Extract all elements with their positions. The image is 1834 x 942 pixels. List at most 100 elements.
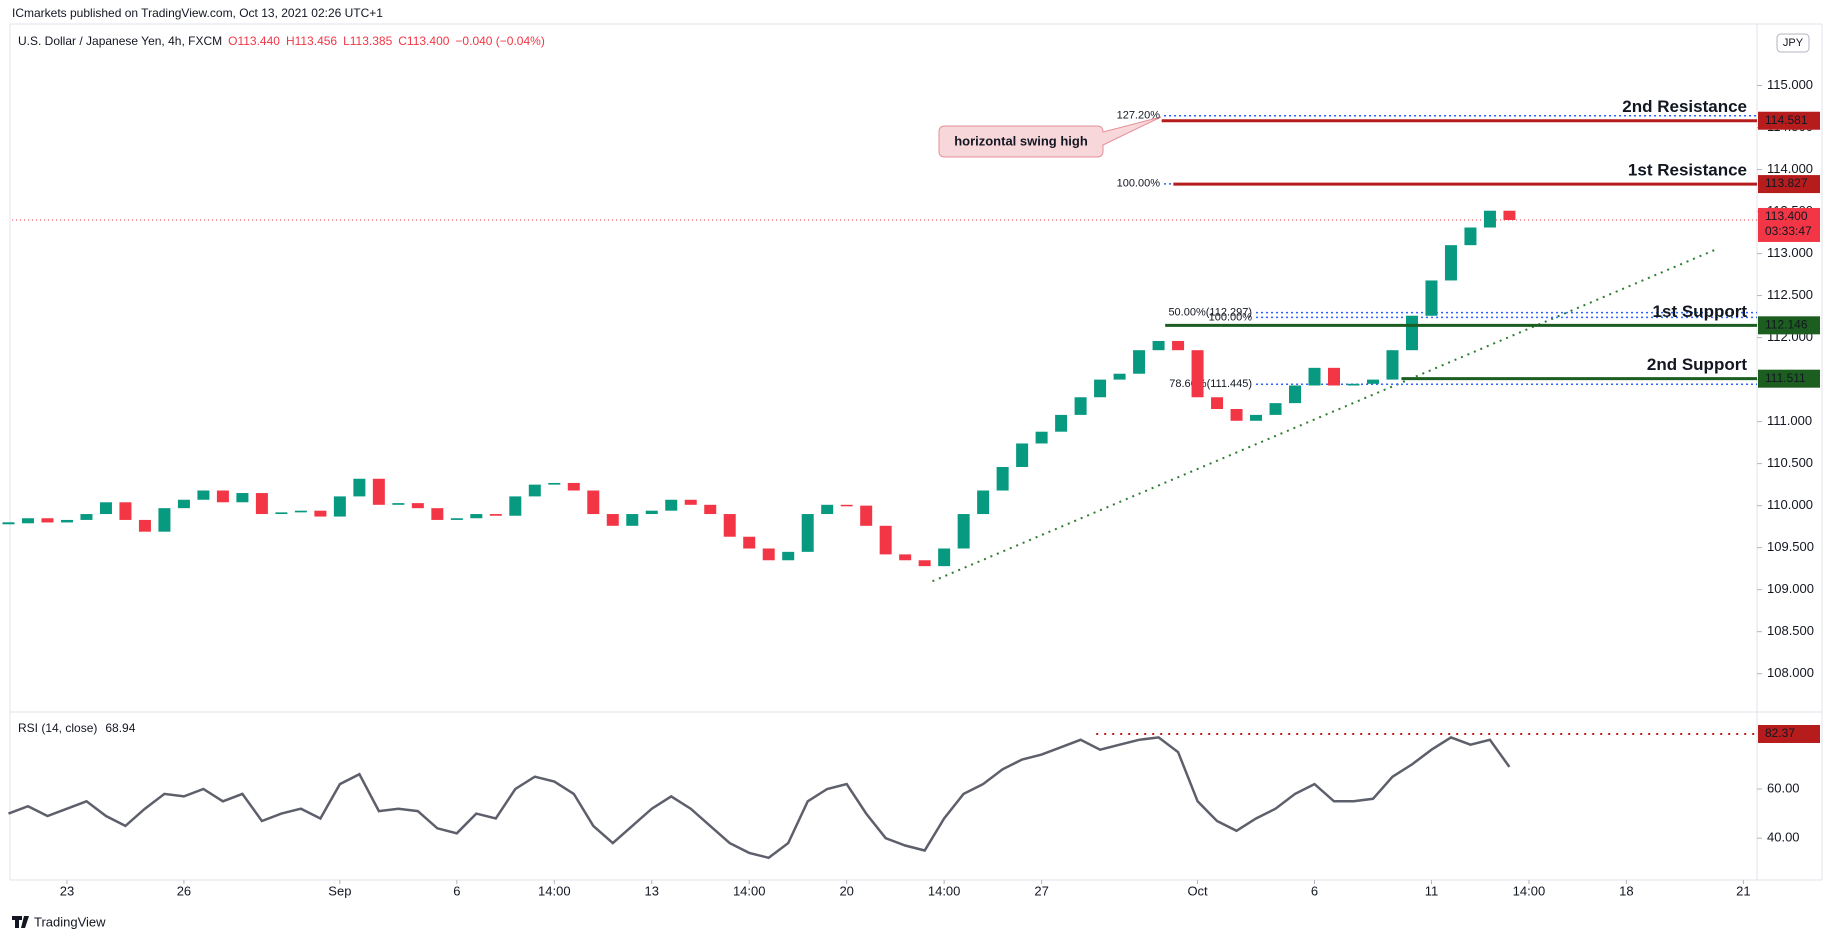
legend-ohlc: C113.400	[398, 34, 449, 48]
callout-text: horizontal swing high	[954, 133, 1088, 148]
candle	[782, 551, 795, 561]
y-tick-label: 110.000	[1767, 497, 1813, 512]
rsi-level-badge	[1758, 724, 1820, 743]
legend-ohlc: −0.040 (−0.04%)	[455, 34, 544, 48]
candle	[1269, 403, 1282, 415]
candle	[626, 514, 639, 526]
candle	[1503, 210, 1516, 220]
x-tick-label: 13	[645, 883, 659, 898]
candle	[801, 514, 814, 552]
candle	[957, 514, 970, 549]
level-name: 1st Support	[1653, 302, 1748, 321]
candle	[918, 560, 931, 567]
level-badge	[1758, 369, 1820, 388]
x-tick-label: 11	[1425, 883, 1439, 898]
candle	[99, 502, 112, 515]
x-tick-label: 14:00	[538, 883, 571, 898]
x-tick-label: 21	[1736, 883, 1750, 898]
candle	[743, 536, 756, 549]
candle	[1464, 227, 1477, 246]
candle	[1094, 379, 1107, 398]
countdown: 03:33:47	[1765, 224, 1812, 238]
x-tick-label: 14:00	[733, 883, 766, 898]
candle	[762, 548, 775, 561]
candle	[899, 554, 912, 561]
candle	[21, 518, 34, 524]
level-name: 2nd Resistance	[1622, 97, 1747, 116]
level-value: 112.146	[1765, 317, 1808, 331]
legend-ohlc: L113.385	[343, 34, 392, 48]
fib-label: 100.00%	[1209, 311, 1253, 323]
candle	[1386, 350, 1399, 380]
rsi-level-value: 82.37	[1765, 726, 1795, 740]
level-value: 111.511	[1765, 371, 1806, 385]
x-tick-label: 18	[1619, 883, 1633, 898]
candle	[294, 510, 307, 513]
candle	[138, 519, 151, 532]
x-tick-label: Sep	[328, 883, 351, 898]
candle	[411, 503, 424, 509]
publisher: ICmarkets published on TradingView.com, …	[12, 6, 383, 20]
candle	[314, 510, 327, 517]
x-tick-label: 20	[839, 883, 853, 898]
candle	[1289, 385, 1302, 404]
candle	[450, 518, 463, 520]
y-tick-label: 108.000	[1767, 665, 1814, 680]
x-tick-label: 14:00	[1513, 883, 1546, 898]
rsi-line	[8, 736, 1511, 860]
candle	[1133, 350, 1146, 374]
candle	[1250, 414, 1263, 421]
candle	[1347, 383, 1360, 386]
legend-ohlc: O113.440	[228, 34, 280, 48]
last-price-label: 113.400	[1765, 209, 1808, 223]
x-tick-label: 26	[177, 883, 191, 898]
candle	[821, 504, 834, 515]
level-name: 1st Resistance	[1628, 161, 1747, 180]
candle	[392, 503, 405, 505]
currency-badge	[1776, 33, 1810, 53]
y-tick-label: 115.000	[1767, 77, 1813, 92]
candle	[216, 490, 229, 503]
candle	[860, 505, 873, 526]
candle	[333, 496, 346, 517]
legend-title: U.S. Dollar / Japanese Yen, 4h, FXCM	[18, 34, 222, 48]
candle	[1113, 373, 1126, 380]
x-tick-label: 27	[1034, 883, 1048, 898]
candle	[548, 482, 561, 485]
rsi-name: RSI (14, close)	[18, 721, 97, 735]
x-tick-label: 6	[453, 883, 460, 898]
legend-ohlc: H113.456	[286, 34, 337, 48]
level-badge	[1758, 316, 1820, 335]
candle	[1444, 245, 1457, 281]
callout: horizontal swing high	[938, 116, 1162, 158]
fib-label: 78.60%(111.445)	[1169, 378, 1252, 390]
y-tick-label: 110.500	[1767, 455, 1813, 470]
y-tick-label: 109.500	[1767, 539, 1814, 554]
y-tick-label: 111.000	[1767, 413, 1812, 428]
candle	[470, 514, 483, 519]
y-tick-label: 109.000	[1767, 581, 1814, 596]
level-value: 113.827	[1765, 176, 1808, 190]
x-tick-label: 23	[60, 883, 74, 898]
candle	[1035, 431, 1048, 444]
candle	[255, 493, 268, 515]
candle	[275, 512, 288, 515]
candle	[1328, 367, 1341, 386]
candle	[1405, 315, 1418, 351]
candle	[158, 508, 171, 532]
candle	[197, 490, 210, 500]
candle	[587, 490, 600, 515]
candle	[1074, 397, 1087, 415]
candle	[1366, 379, 1379, 384]
candle	[606, 514, 619, 526]
candle	[879, 525, 892, 555]
candle	[1016, 443, 1029, 467]
footer: TradingView	[12, 914, 106, 929]
candle	[1055, 414, 1068, 432]
candle	[1191, 350, 1204, 398]
candle	[840, 504, 853, 507]
trendline	[932, 248, 1717, 583]
candle	[431, 508, 444, 520]
candle	[41, 518, 54, 523]
